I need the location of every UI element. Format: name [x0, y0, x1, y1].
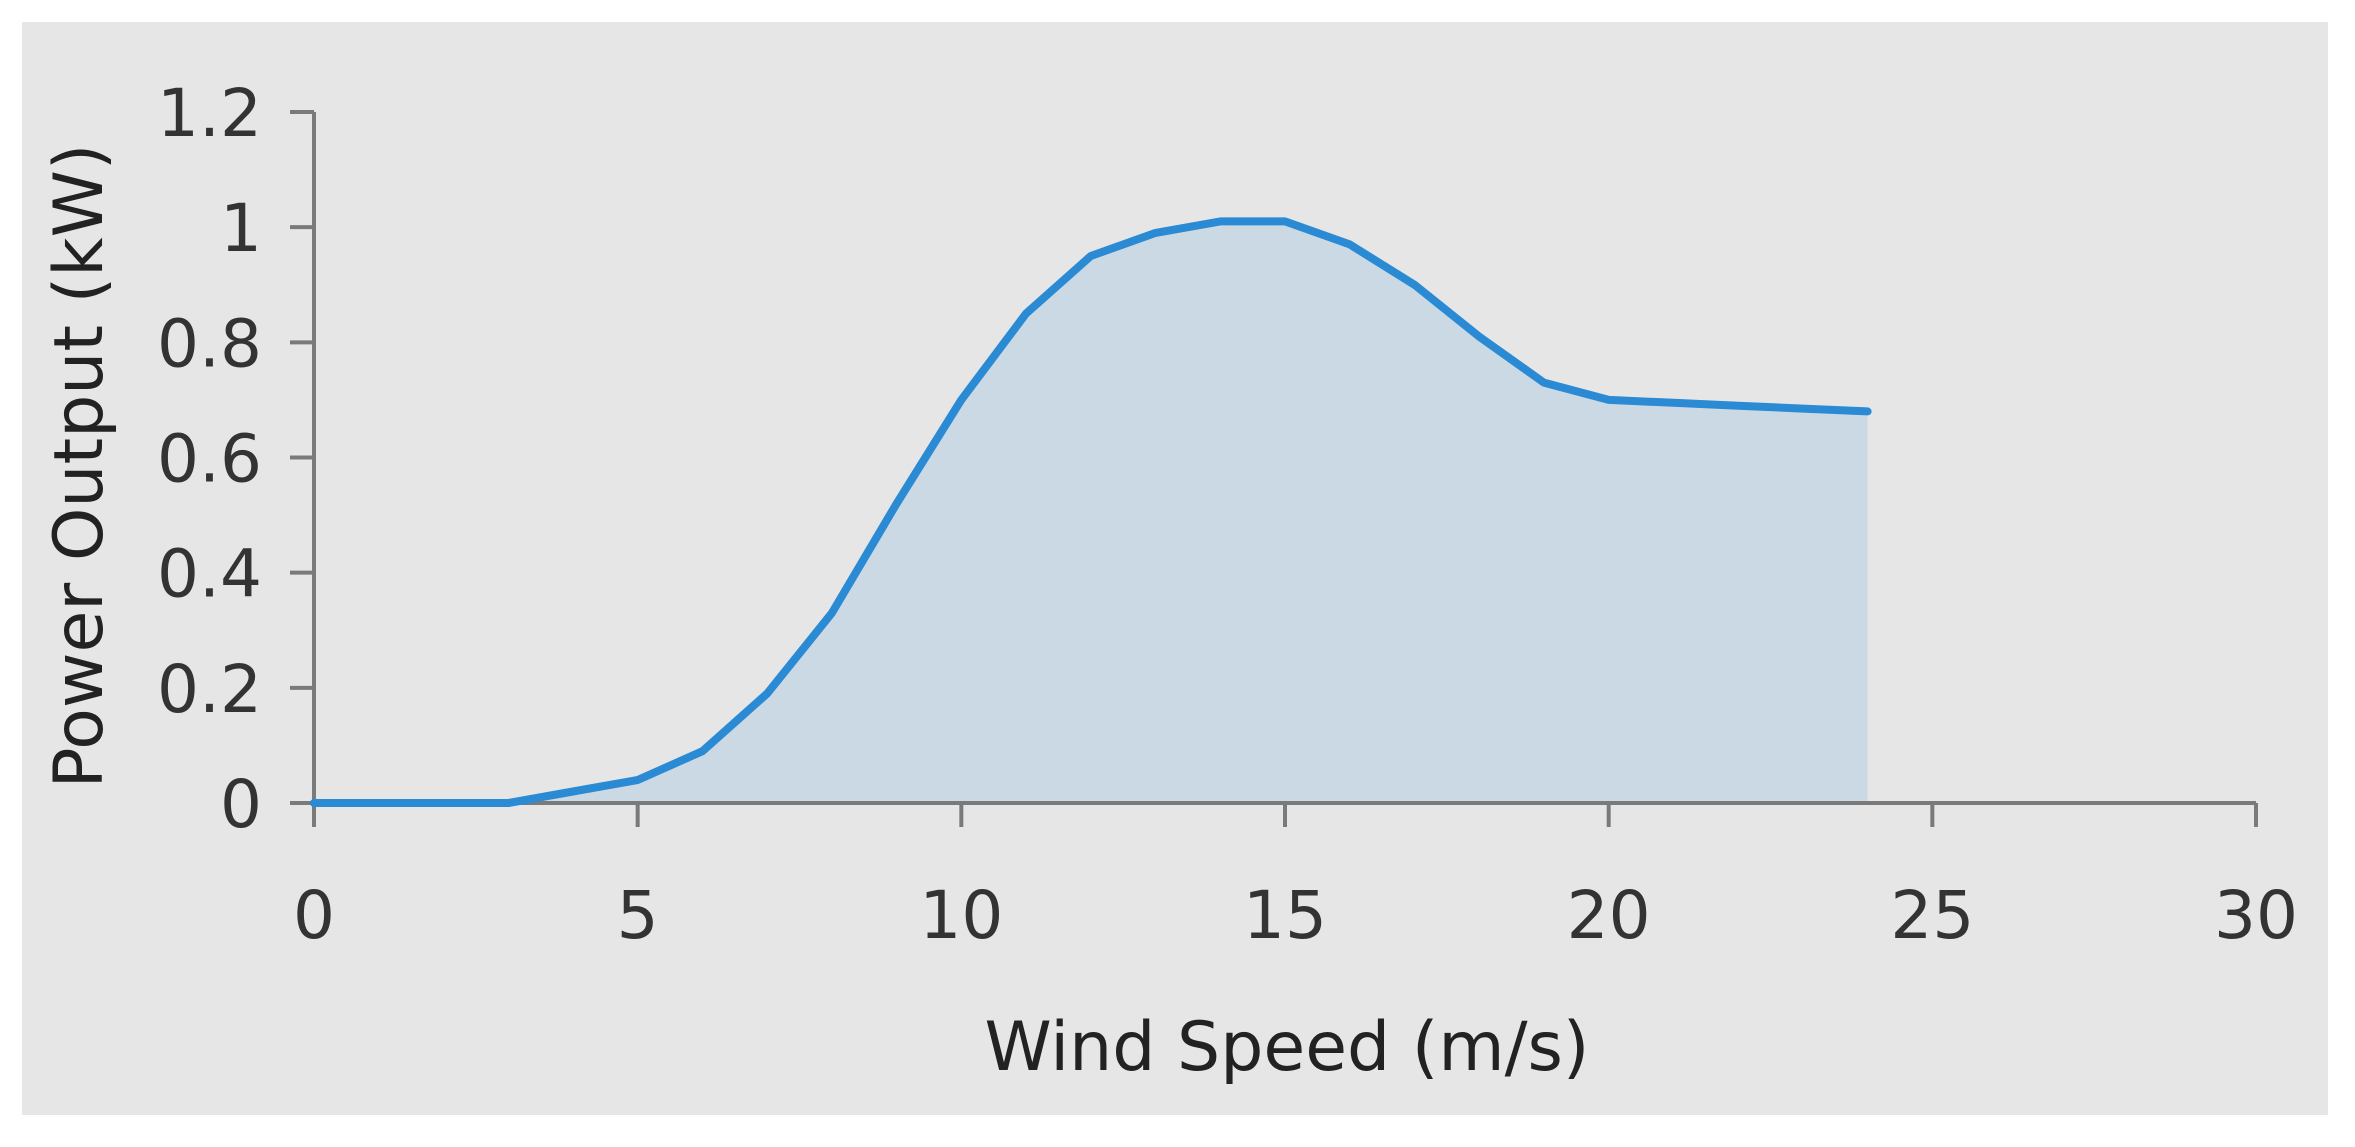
- line-layer: [310, 217, 1872, 807]
- y-tick-label-0: 0: [220, 766, 262, 843]
- x-tick-label-10: 10: [919, 877, 1003, 954]
- series-area: [314, 221, 1868, 803]
- y-tick-label-0.8: 0.8: [157, 305, 262, 382]
- y-axis-title: Power Output (kW): [40, 144, 119, 789]
- labels-layer: 0 5 10 15 20 25 30 0 0.2 0.4 0.6 0.8 1 1.2: [157, 75, 2298, 954]
- x-tick-label-30: 30: [2214, 877, 2298, 954]
- y-tick-label-0.4: 0.4: [157, 536, 262, 613]
- y-tick-label-0.6: 0.6: [157, 421, 262, 498]
- x-axis-title: Wind Speed (m/s): [985, 1008, 1590, 1087]
- x-tick-label-0: 0: [293, 877, 335, 954]
- area-layer: [314, 221, 1868, 803]
- x-tick-label-15: 15: [1243, 877, 1327, 954]
- y-tick-label-1: 1: [220, 190, 262, 267]
- y-tick-label-1.2: 1.2: [157, 75, 262, 152]
- y-tick-label-0.2: 0.2: [157, 651, 262, 728]
- x-tick-label-5: 5: [617, 877, 659, 954]
- x-tick-label-25: 25: [1890, 877, 1974, 954]
- x-tick-label-20: 20: [1567, 877, 1651, 954]
